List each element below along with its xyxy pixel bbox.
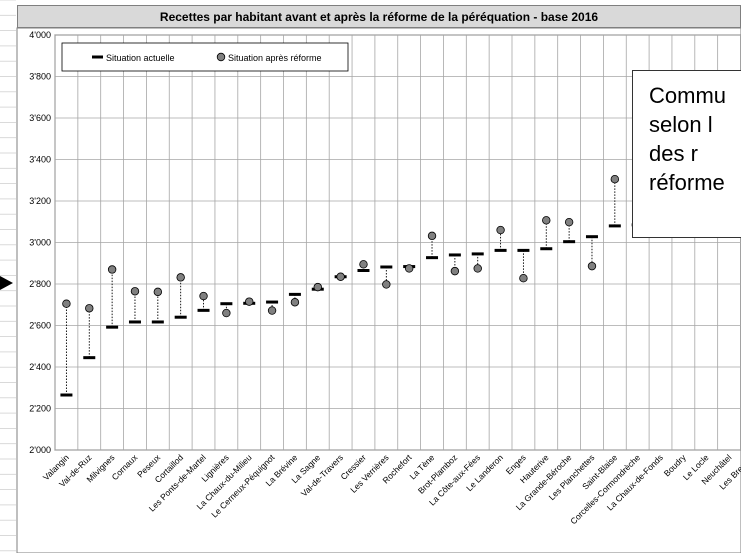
y-axis: 2'000 2'200 2'400 2'600 2'800 3'000 3'200 3'400… <box>29 30 51 455</box>
after-reform-point <box>222 308 231 318</box>
y-tick-label: 3'800 <box>29 72 51 82</box>
y-tick-label: 3'200 <box>29 196 51 206</box>
after-reform-point <box>85 304 94 313</box>
y-tick-label: 2'200 <box>29 404 51 414</box>
y-tick-label: 3'400 <box>29 155 51 165</box>
legend-label-actuelle: Situation actuelle <box>106 53 175 63</box>
after-reform-point <box>313 282 322 292</box>
callout-line: des r <box>649 141 698 166</box>
callout-line: Commu <box>649 83 727 108</box>
callout-textbox: Commu selon l des r réforme <box>632 70 741 238</box>
x-tick-label: Cornaux <box>110 452 140 482</box>
after-reform-point <box>359 260 368 269</box>
y-tick-label: 2'000 <box>29 445 51 455</box>
row-pointer-arrow-icon <box>0 276 13 290</box>
after-reform-point <box>542 216 551 225</box>
after-reform-point <box>267 306 277 315</box>
after-reform-point <box>130 287 140 296</box>
legend-box <box>61 42 349 72</box>
y-tick-label: 2'600 <box>29 321 51 331</box>
after-reform-point <box>587 261 597 271</box>
y-tick-label: 3'000 <box>29 238 51 248</box>
data-marks <box>60 175 644 397</box>
y-tick-label: 4'000 <box>29 30 51 40</box>
legend: Situation actuelle Situation après réfor… <box>61 42 349 72</box>
after-reform-point <box>427 231 437 241</box>
after-reform-point <box>199 291 208 301</box>
callout-line: réforme <box>649 170 725 195</box>
after-reform-point <box>153 287 163 297</box>
y-tick-label: 2'800 <box>29 279 51 289</box>
after-reform-point <box>62 299 71 308</box>
after-reform-point <box>473 264 482 273</box>
after-reform-point <box>519 273 528 283</box>
after-reform-point <box>404 264 414 273</box>
y-tick-label: 3'600 <box>29 113 51 123</box>
callout-line: selon l <box>649 112 713 137</box>
after-reform-point <box>450 266 460 276</box>
after-reform-point <box>336 272 345 281</box>
legend-label-apres: Situation après réforme <box>228 53 322 63</box>
after-reform-point <box>496 225 505 235</box>
after-reform-point <box>176 273 185 282</box>
after-reform-point <box>382 280 391 289</box>
y-tick-label: 2'400 <box>29 362 51 372</box>
after-reform-point <box>245 297 254 306</box>
chart-frame <box>16 27 741 553</box>
after-reform-point <box>107 265 117 274</box>
left-gutter <box>0 0 16 552</box>
legend-circle-marker <box>216 52 226 62</box>
after-reform-point <box>610 175 620 184</box>
after-reform-point <box>564 217 574 227</box>
x-axis: ValanginVal-de-RuzMilvignesCornauxPeseux… <box>41 452 741 526</box>
after-reform-point <box>290 298 300 307</box>
